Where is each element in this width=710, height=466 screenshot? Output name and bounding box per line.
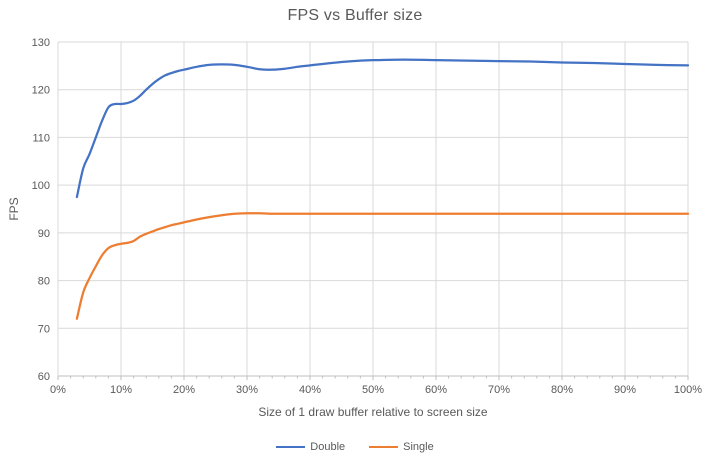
y-tick-label: 110	[32, 132, 50, 144]
x-axis-title: Size of 1 draw buffer relative to screen…	[258, 405, 488, 419]
x-tick-label: 10%	[110, 384, 132, 396]
x-tick-label: 60%	[425, 384, 447, 396]
y-axis-title: FPS	[7, 197, 21, 221]
x-tick-label: 80%	[551, 384, 573, 396]
y-tick-label: 100	[32, 180, 50, 192]
y-tick-label: 90	[38, 228, 50, 240]
chart-title: FPS vs Buffer size	[287, 7, 423, 24]
x-tick-label: 70%	[488, 384, 510, 396]
legend: Double Single	[0, 441, 710, 453]
legend-item-single: Single	[369, 441, 434, 453]
legend-label-double: Double	[310, 441, 346, 453]
legend-line-sample-single	[369, 445, 399, 449]
x-tick-label: 50%	[362, 384, 384, 396]
legend-item-double: Double	[276, 441, 345, 453]
y-tick-label: 120	[32, 85, 50, 97]
legend-line-sample-double	[276, 445, 306, 449]
y-tick-label: 70	[38, 323, 50, 335]
x-tick-label: 30%	[236, 384, 258, 396]
series-line-double	[75, 58, 690, 199]
y-tick-label: 130	[32, 37, 50, 49]
y-tick-label: 80	[38, 276, 50, 288]
x-tick-label: 20%	[173, 384, 195, 396]
series-line-single	[75, 212, 690, 320]
y-tick-label: 60	[38, 371, 50, 383]
x-tick-label: 90%	[614, 384, 636, 396]
x-tick-label: 0%	[50, 384, 66, 396]
x-tick-label: 40%	[299, 384, 321, 396]
x-tick-label: 100%	[674, 384, 702, 396]
legend-label-single: Single	[403, 441, 434, 453]
